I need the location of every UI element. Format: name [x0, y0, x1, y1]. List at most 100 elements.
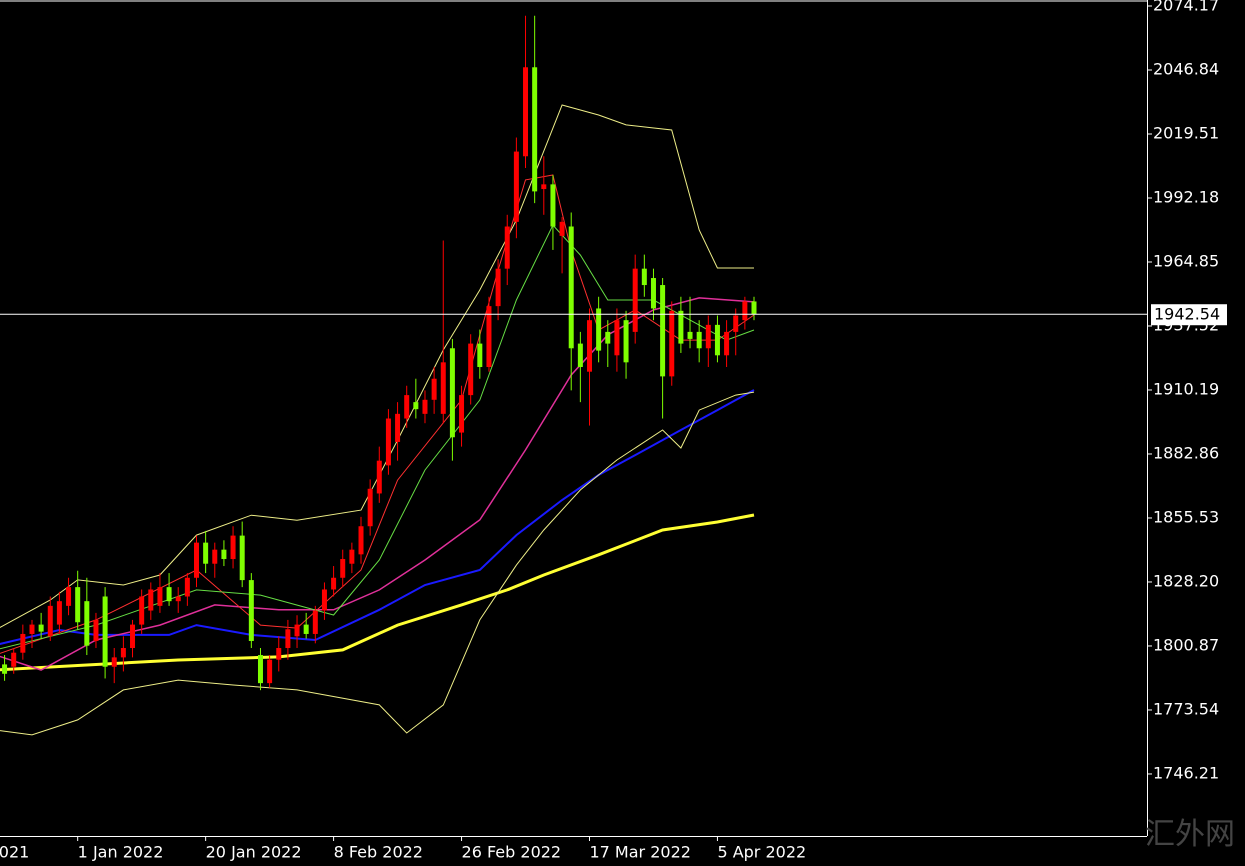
candle-body: [276, 648, 282, 660]
candle-body: [139, 596, 145, 625]
candle-body: [175, 596, 181, 602]
candle-body: [340, 559, 346, 578]
candle-body: [248, 580, 254, 641]
candle-body: [193, 542, 199, 578]
candle-body: [596, 308, 602, 351]
x-tick-label: 5 Apr 2022: [717, 843, 806, 862]
candle-body: [459, 395, 465, 433]
y-tick-label: 2074.17: [1153, 0, 1219, 14]
y-tick-label: 2046.84: [1153, 59, 1219, 78]
candle-body: [221, 549, 227, 560]
price-label: 1942.54: [1154, 305, 1220, 324]
candle-body: [678, 310, 684, 344]
candle-body: [449, 348, 455, 438]
candle-body: [650, 278, 656, 309]
candle-body: [577, 343, 583, 368]
candle-body: [349, 549, 355, 564]
candle-body: [331, 577, 337, 590]
y-tick-label: 1800.87: [1153, 635, 1219, 654]
candle-body: [267, 659, 273, 684]
candle-body: [56, 601, 62, 625]
x-tick-label: 20 Jan 2022: [206, 843, 302, 862]
candle-body: [751, 301, 757, 315]
watermark: 汇外网: [1145, 817, 1235, 852]
candle-body: [486, 306, 492, 368]
candle-body: [504, 226, 510, 269]
candle-body: [413, 402, 419, 410]
plot-area: [0, 15, 757, 736]
y-tick-label: 1992.18: [1153, 187, 1219, 206]
candle-body: [11, 652, 17, 667]
candle-body: [120, 648, 126, 658]
candle-body: [477, 343, 483, 368]
candle-body: [203, 542, 209, 564]
candle-body: [742, 301, 748, 321]
candle-body: [29, 624, 35, 634]
candle-body: [687, 331, 693, 339]
candle-body: [148, 589, 154, 611]
candle-body: [495, 268, 501, 307]
candle-body: [568, 226, 574, 349]
price-label-box: [1151, 304, 1227, 326]
y-tick-label: 1910.19: [1153, 379, 1219, 398]
candle-body: [385, 418, 391, 466]
candle-body: [321, 589, 327, 611]
candle-body: [38, 624, 44, 632]
candle-body: [102, 596, 108, 667]
candle-body: [586, 320, 592, 372]
y-tick-label: 1855.53: [1153, 507, 1219, 526]
candle-body: [358, 526, 364, 555]
y-tick-label: 1882.86: [1153, 443, 1219, 462]
candle-body: [239, 535, 245, 581]
candle-body: [614, 320, 620, 356]
candle-body: [440, 362, 446, 414]
y-tick-label: 1964.85: [1153, 251, 1219, 270]
candle-body: [559, 221, 565, 236]
candle-body: [230, 535, 236, 560]
candle-body: [376, 460, 382, 494]
candle-body: [294, 624, 300, 637]
candle-body: [468, 343, 474, 396]
x-tick-label: c 2021: [0, 843, 29, 862]
candle-body: [367, 488, 373, 527]
candle-body: [212, 549, 218, 564]
indicator-line: [0, 513, 755, 672]
indicator-line: [0, 389, 755, 645]
indicator-line: [0, 174, 755, 654]
y-tick-label: 2019.51: [1153, 123, 1219, 142]
candle-body: [84, 601, 90, 646]
candle-body: [632, 268, 638, 332]
candle-body: [66, 587, 72, 606]
candle-body: [431, 378, 437, 400]
candle-body: [705, 324, 711, 349]
candle-body: [184, 577, 190, 597]
candle-body: [623, 320, 629, 363]
indicator-line: [0, 104, 754, 629]
candle-body: [111, 657, 117, 667]
candle-body: [523, 67, 529, 157]
candle-body: [312, 610, 318, 634]
candle-body: [641, 268, 647, 286]
indicator-line: [0, 391, 755, 736]
candle-body: [404, 395, 410, 419]
candle-body: [532, 67, 538, 192]
x-tick-label: 26 Feb 2022: [462, 843, 562, 862]
x-tick-label: 1 Jan 2022: [78, 843, 164, 862]
candle-body: [724, 331, 730, 356]
candle-body: [550, 184, 556, 227]
x-tick-label: 17 Mar 2022: [589, 843, 690, 862]
indicator-line: [0, 224, 755, 650]
candle-body: [513, 151, 519, 222]
x-tick-label: 8 Feb 2022: [334, 843, 423, 862]
candle-body: [303, 624, 309, 634]
candle-body: [157, 587, 163, 606]
indicator-line: [0, 297, 755, 671]
candle-body: [733, 315, 739, 332]
candle-body: [20, 633, 26, 653]
candle-body: [93, 619, 99, 641]
candle-body: [422, 399, 428, 414]
candle-body: [166, 587, 172, 602]
candle-body: [257, 655, 263, 684]
